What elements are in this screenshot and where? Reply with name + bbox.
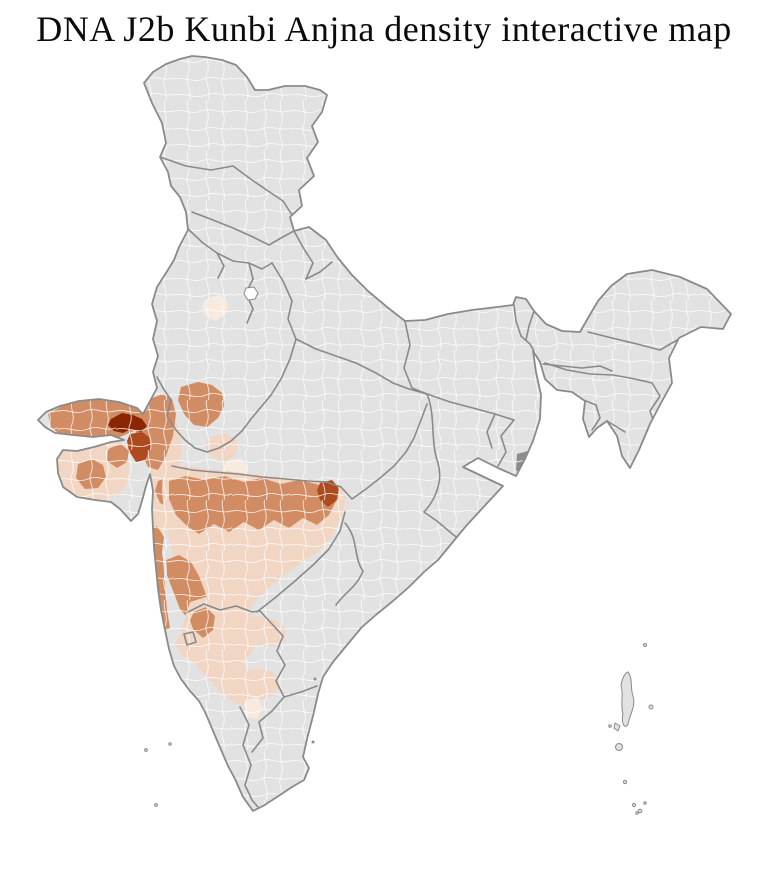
lakshadweep-islands[interactable] (144, 742, 172, 807)
coastal-enclave-marker (311, 740, 315, 744)
coastal-enclave-marker (313, 677, 317, 681)
state-borders (156, 156, 680, 808)
map-title: DNA J2b Kunbi Anjna density interactive … (36, 9, 732, 49)
andaman-nicobar-islands[interactable] (608, 643, 654, 815)
white-district[interactable] (243, 286, 259, 301)
